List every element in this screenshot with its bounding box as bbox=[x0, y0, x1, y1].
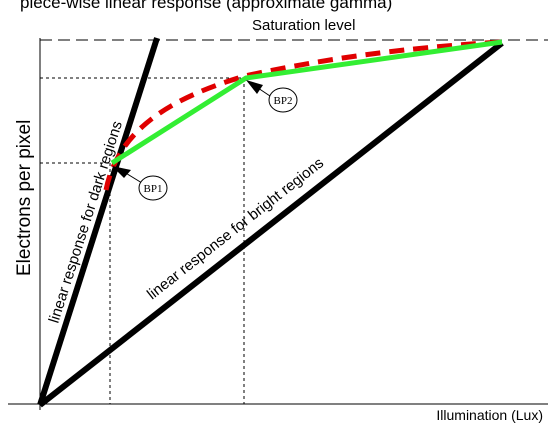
bright-response-label: linear response for bright regions bbox=[144, 154, 327, 303]
bp1-label: BP1 bbox=[144, 183, 163, 195]
bp2-arrow-stem bbox=[257, 87, 271, 97]
gamma-curve bbox=[103, 39, 503, 191]
bright-response-line bbox=[38, 40, 504, 408]
bp1-arrow-stem bbox=[123, 171, 143, 184]
diagram-title: piece-wise linear response (approximate … bbox=[20, 0, 392, 12]
bp1-arrow bbox=[112, 166, 131, 178]
x-axis-title: Illumination (Lux) bbox=[436, 407, 543, 423]
bp2-arrow bbox=[246, 80, 263, 94]
saturation-label: Saturation level bbox=[252, 17, 355, 34]
dark-response-line bbox=[37, 37, 160, 406]
bp2-label-oval bbox=[268, 87, 298, 113]
dark-response-label: linear response for dark regions bbox=[46, 119, 126, 325]
bp2-label: BP2 bbox=[274, 95, 293, 107]
bp1-label-oval bbox=[138, 175, 168, 201]
y-axis-title: Electrons per pixel bbox=[14, 120, 35, 276]
piecewise-response bbox=[110, 39, 503, 166]
